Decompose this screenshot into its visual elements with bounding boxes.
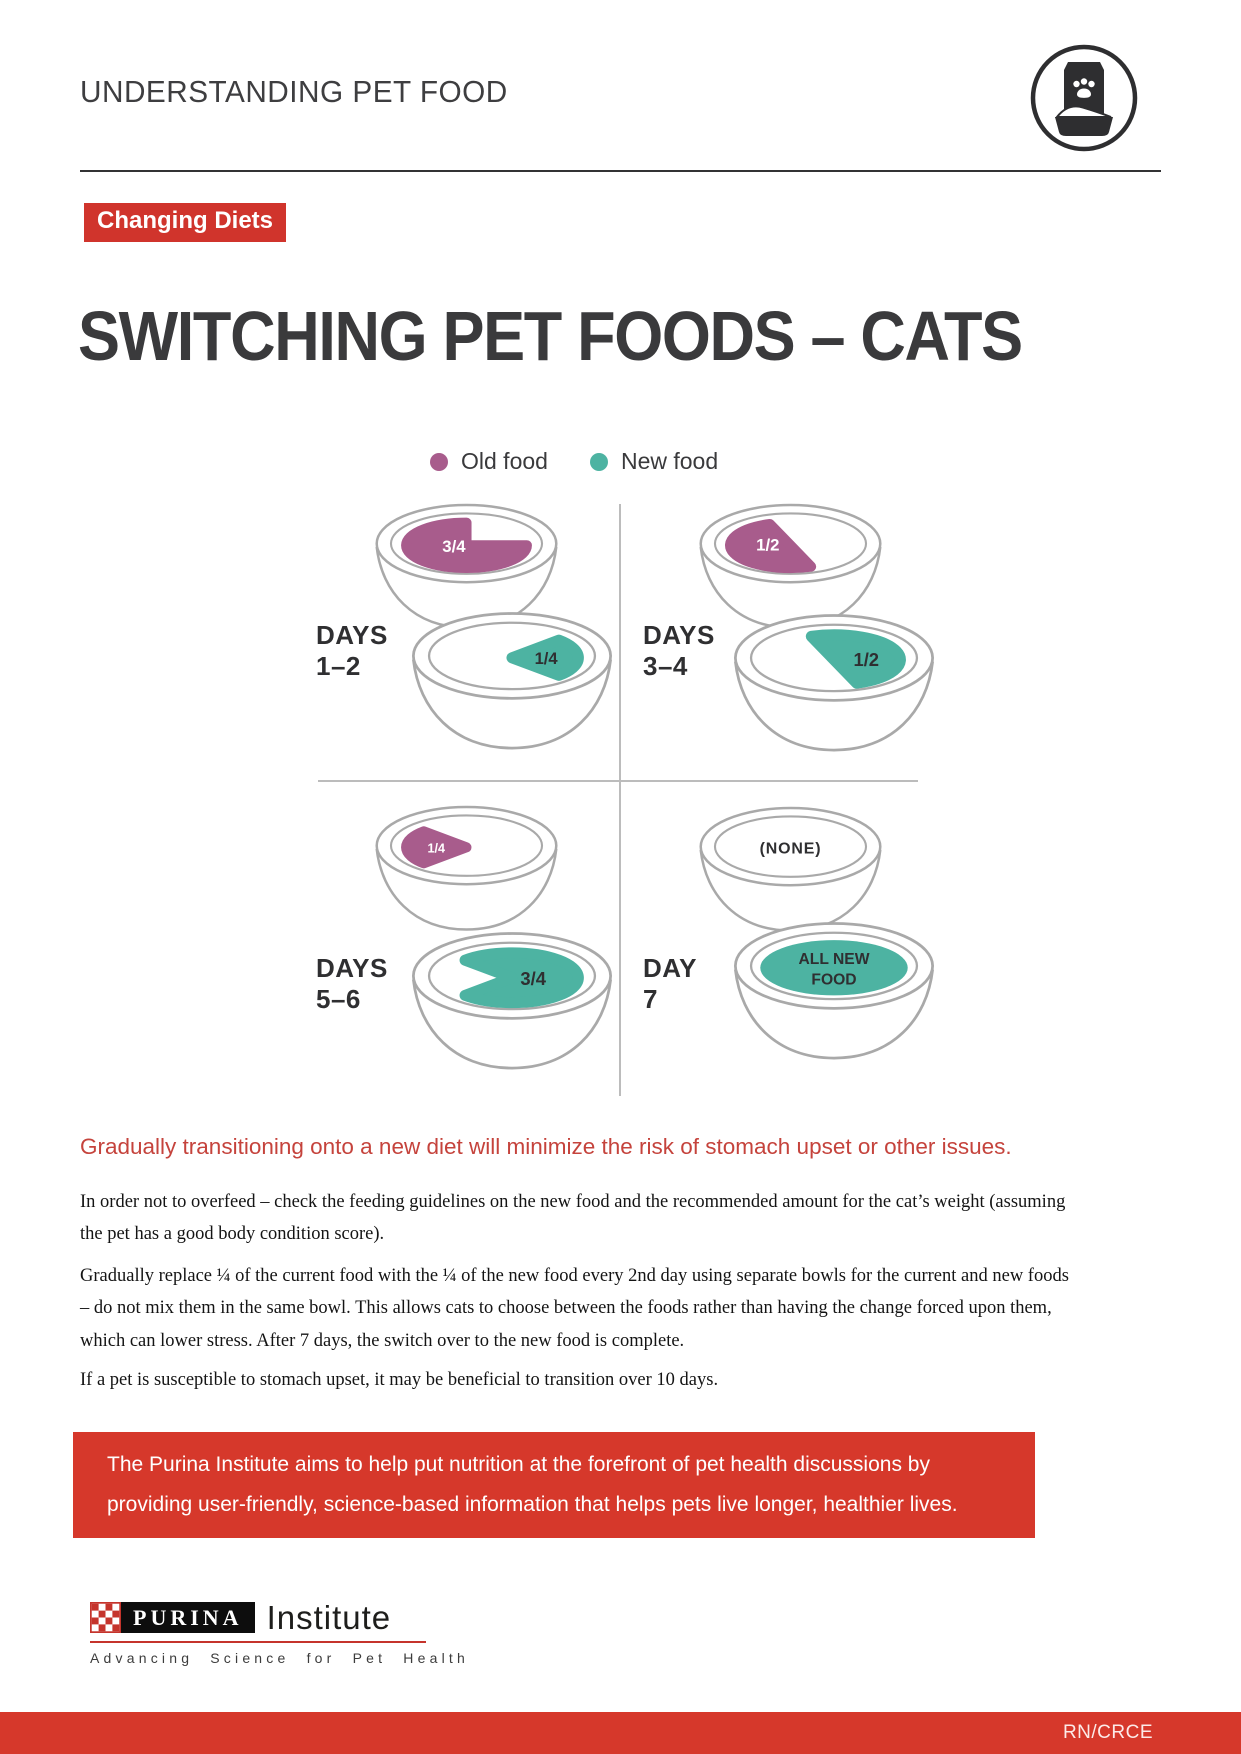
footer-bar: RN/CRCE [0,1712,1241,1754]
legend-label-old: Old food [461,448,548,474]
paragraph-2: Gradually replace ¼ of the current food … [80,1266,1069,1351]
legend-item-old-food: Old food [430,448,548,475]
pet-food-icon [1028,42,1140,159]
old-food-dot-icon [430,452,448,471]
quadrant-label-line2: 3–4 [643,650,688,681]
bowl-new-food-1-2: 1/2 [728,610,940,762]
quadrant-label-day-7: DAY 7 [643,953,697,1014]
quadrant-label-line1: DAYS [316,953,388,983]
portion-label-line2: FOOD [811,971,856,988]
divider-horizontal [318,780,918,782]
quadrant-label-line2: 1–2 [316,650,361,681]
quadrant-label-days-1-2: DAYS 1–2 [316,620,388,681]
bowl-new-food-3-4: 3/4 [406,928,618,1080]
purina-wordmark: PURINA [121,1602,255,1633]
portion-label: 1/2 [756,535,779,554]
bowl-old-food-1-4: 1/4 [370,802,563,940]
portion-label: 1/4 [428,841,446,855]
logo-divider [90,1641,426,1643]
footer-code: RN/CRCE [1062,1722,1153,1743]
header-divider [80,170,1161,172]
legend: Old food New food [430,448,718,475]
purina-checkerboard-icon [90,1602,121,1633]
mission-callout: The Purina Institute aims to help put nu… [73,1432,1035,1538]
legend-label-new: New food [620,448,719,474]
quadrant-label-days-3-4: DAYS 3–4 [643,620,715,681]
logo-tagline: Advancing Science for Pet Health [90,1650,469,1666]
quadrant-label-line2: 5–6 [316,983,361,1014]
portion-label: 1/4 [535,649,559,668]
legend-item-new-food: New food [589,448,719,475]
portion-label-line1: ALL NEW [798,951,869,968]
header-title: UNDERSTANDING PET FOOD [80,74,508,109]
bowl-empty-none: (NONE) [694,803,887,941]
paragraph-3: If a pet is susceptible to stomach upset… [80,1370,719,1390]
quadrant-label-days-5-6: DAYS 5–6 [316,953,388,1014]
paragraph-1: In order not to overfeed – check the fee… [80,1192,1066,1245]
divider-vertical [619,504,621,1096]
highlight-text: Gradually transitioning onto a new diet … [80,1134,1012,1159]
mission-callout-text: The Purina Institute aims to help put nu… [107,1453,958,1516]
bowl-new-food-1-4: 1/4 [406,608,618,760]
quadrant-label-line2: 7 [643,983,658,1014]
purina-institute-logo: PURINA Institute [90,1599,391,1636]
bowl-all-new-food: ALL NEW FOOD [728,918,940,1070]
quadrant-label-line1: DAY [643,953,698,983]
new-food-dot-icon [589,452,608,471]
transition-diagram: DAYS 1–2 3/4 1/4 DAYS 3–4 [0,490,1241,1112]
portion-label: 3/4 [442,537,466,556]
portion-label: 1/2 [853,649,879,670]
page-title: SWITCHING PET FOODS – CATS [78,297,1023,375]
bowl-old-food-1-2: 1/2 [694,500,887,638]
portion-label: 3/4 [520,968,546,989]
portion-label: (NONE) [760,840,822,857]
quadrant-label-line1: DAYS [643,620,715,650]
section-badge: Changing Diets [84,203,287,242]
institute-wordmark: Institute [266,1598,392,1636]
quadrant-label-line1: DAYS [316,620,388,650]
